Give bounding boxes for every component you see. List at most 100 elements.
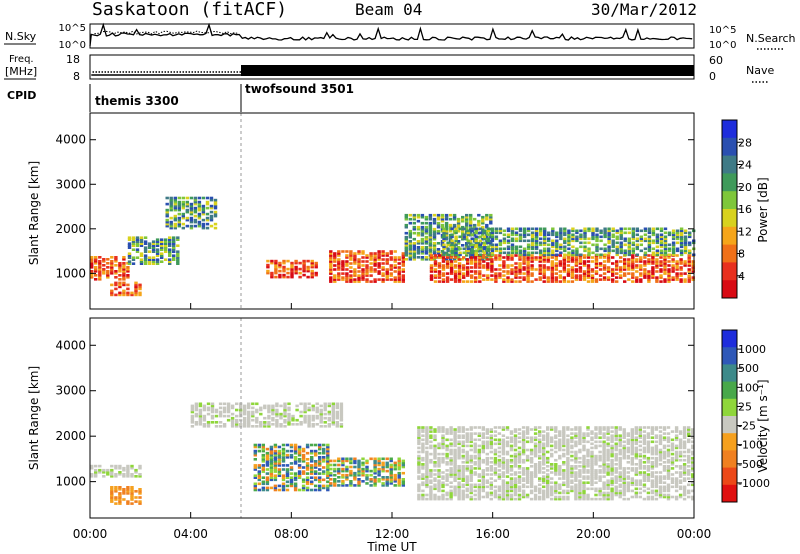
power-echo-cell — [173, 200, 177, 204]
power-echo-cell — [168, 240, 172, 243]
power-echo-cell — [506, 239, 511, 243]
power-echo-cell — [122, 291, 126, 295]
power-echo-cell — [444, 252, 449, 255]
power-echo-cell — [181, 200, 185, 204]
power-echo-cell — [623, 268, 627, 271]
power-echo-cell — [575, 249, 579, 253]
power-echo-cell — [671, 266, 675, 269]
velocity-echo-cell — [521, 473, 526, 476]
velocity-echo-cell — [194, 423, 199, 426]
power-echo-cell — [490, 258, 494, 261]
velocity-echo-cell — [293, 478, 298, 482]
power-echo-cell — [437, 280, 442, 283]
velocity-echo-cell — [322, 443, 326, 447]
power-echo-cell — [595, 243, 599, 247]
power-echo-cell — [172, 240, 176, 243]
power-echo-cell — [131, 258, 136, 261]
velocity-echo-cell — [261, 458, 265, 461]
velocity-echo-cell — [634, 456, 638, 460]
velocity-echo-cell — [222, 425, 227, 428]
velocity-echo-cell — [373, 476, 377, 479]
velocity-echo-cell — [562, 497, 566, 501]
velocity-echo-cell — [558, 438, 562, 442]
power-echo-cell — [139, 242, 144, 245]
velocity-echo-cell — [542, 450, 546, 454]
power-echo-cell — [365, 272, 369, 275]
power-echo-cell — [173, 222, 177, 226]
velocity-echo-cell — [243, 404, 247, 408]
velocity-echo-cell — [314, 443, 318, 447]
power-echo-cell — [542, 268, 546, 271]
velocity-echo-cell — [505, 475, 510, 478]
power-echo-cell — [294, 271, 298, 275]
velocity-echo-cell — [489, 469, 493, 472]
power-echo-cell — [594, 262, 599, 265]
velocity-echo-cell — [646, 458, 651, 462]
power-echo-cell — [574, 256, 579, 259]
velocity-echo-cell — [533, 428, 538, 431]
power-echo-cell — [675, 276, 679, 279]
velocity-echo-cell — [473, 444, 477, 448]
power-echo-cell — [675, 254, 679, 257]
velocity-echo-cell — [265, 482, 270, 486]
velocity-echo-cell — [277, 449, 282, 453]
velocity-echo-cell — [622, 456, 626, 460]
velocity-echo-cell — [626, 481, 630, 484]
velocity-echo-cell — [377, 459, 381, 463]
velocity-echo-cell — [546, 491, 550, 495]
velocity-echo-cell — [546, 438, 550, 442]
power-echo-cell — [470, 280, 474, 283]
power-echo-cell — [558, 274, 562, 277]
velocity-echo-cell — [570, 467, 574, 470]
power-echo-cell — [177, 202, 181, 206]
velocity-echo-cell — [618, 477, 622, 480]
velocity-echo-cell — [349, 473, 353, 477]
velocity-echo-cell — [658, 454, 663, 458]
power-echo-cell — [530, 268, 534, 271]
power-echo-cell — [683, 235, 688, 239]
velocity-echo-cell — [566, 442, 570, 446]
velocity-echo-cell — [441, 458, 445, 462]
power-echo-cell — [428, 213, 433, 217]
velocity-echo-cell — [198, 408, 203, 412]
power-echo-cell — [213, 206, 218, 210]
velocity-echo-cell — [305, 445, 310, 449]
power-echo-cell — [627, 231, 631, 235]
power-echo-cell — [357, 252, 361, 255]
velocity-echo-cell — [614, 491, 618, 495]
velocity-echo-cell — [554, 487, 558, 491]
power-echo-cell — [151, 260, 156, 263]
velocity-echo-cell — [277, 458, 282, 461]
velocity-echo-cell — [594, 471, 598, 474]
power-echo-cell — [599, 235, 603, 239]
velocity-echo-cell — [114, 502, 118, 505]
velocity-echo-cell — [357, 478, 361, 481]
velocity-echo-cell — [570, 469, 574, 472]
power-echo-cell — [486, 249, 490, 253]
velocity-echo-cell — [417, 458, 421, 462]
velocity-echo-cell — [550, 436, 554, 439]
power-echo-cell — [510, 258, 514, 261]
velocity-echo-cell — [318, 443, 322, 447]
power-echo-cell — [172, 256, 176, 259]
velocity-echo-cell — [546, 485, 550, 489]
velocity-echo-cell — [473, 493, 477, 497]
velocity-echo-cell — [222, 410, 227, 414]
velocity-echo-cell — [646, 495, 651, 499]
power-echo-cell — [389, 268, 393, 271]
power-echo-cell — [469, 217, 473, 221]
power-echo-cell — [566, 272, 571, 275]
velocity-echo-cell — [542, 479, 546, 482]
power-echo-cell — [138, 293, 142, 297]
power-echo-cell — [94, 262, 98, 265]
velocity-echo-cell — [521, 426, 526, 429]
power-echo-cell — [408, 217, 412, 221]
velocity-echo-cell — [477, 426, 481, 429]
velocity-echo-cell — [477, 495, 481, 499]
velocity-echo-cell — [622, 481, 626, 484]
velocity-echo-cell — [691, 463, 695, 466]
power-echo-cell — [436, 252, 441, 255]
velocity-echo-cell — [566, 495, 570, 499]
power-echo-cell — [518, 249, 523, 253]
velocity-echo-cell — [618, 467, 622, 470]
